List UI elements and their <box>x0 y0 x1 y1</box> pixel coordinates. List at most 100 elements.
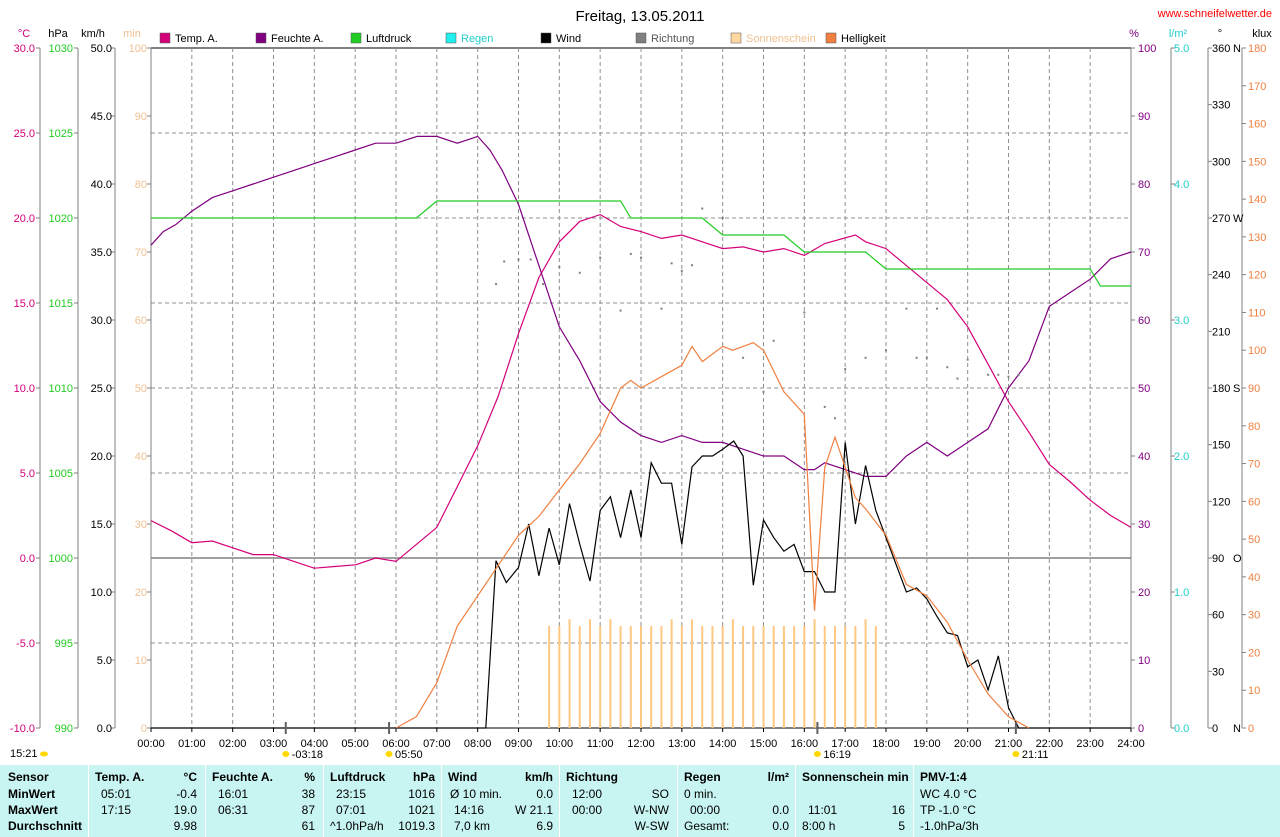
stats-humidity-max-time: 06:31 <box>218 803 249 817</box>
series-richtung-point-35 <box>1007 375 1010 378</box>
sunshine-axis-label-0: 0 <box>141 723 147 735</box>
direction-axis-label-0: 0 <box>1212 723 1218 735</box>
wind-axis-label-3: 15.0 <box>91 519 112 531</box>
legend-swatch-5 <box>635 32 647 44</box>
compass-label-1: O <box>1233 553 1242 565</box>
series-richtung-point-34 <box>997 373 1000 376</box>
series-richtung-point-26 <box>905 307 908 310</box>
pressure-axis-label-5: 1015 <box>49 298 73 310</box>
direction-axis-label-2: 60 <box>1212 610 1224 622</box>
series-wind-line <box>151 440 1131 729</box>
series-richtung-point-6 <box>578 271 581 274</box>
temp-axis-label-5: 15.0 <box>14 298 35 310</box>
temp-axis-label-0: -10.0 <box>10 723 35 735</box>
brightness-axis-label-1: 10 <box>1248 685 1260 697</box>
stats-pressure-min-time: 23:15 <box>336 787 367 801</box>
x-label-19: 19:00 <box>913 738 941 750</box>
stats-col-pressure: Luftdruck hPa 23:15 1016 07:01 1021 ^1.0hPa… <box>324 765 442 837</box>
x-label-7: 07:00 <box>423 738 451 750</box>
stats-min-label: MinWert <box>8 787 56 801</box>
wind-axis-label-7: 35.0 <box>91 247 112 259</box>
rain-axis-label-5: 5.0 <box>1174 43 1189 55</box>
humidity-axis-label-2: 20 <box>1138 587 1150 599</box>
wind-axis-label-10: 50.0 <box>91 43 112 55</box>
stats-pressure-max-time: 07:01 <box>336 803 367 817</box>
legend-label-3: Regen <box>461 33 493 45</box>
series-richtung-point-2 <box>517 258 520 261</box>
sunshine-axis-label-7: 70 <box>135 247 147 259</box>
stats-sunshine-total: 8:00 h <box>802 819 836 833</box>
marker-label-3: 16:19 <box>823 749 851 761</box>
series-richtung-point-22 <box>833 417 836 420</box>
stats-pressure-trend: ^1.0hPa/h <box>330 819 384 833</box>
x-label-6: 06:00 <box>382 738 410 750</box>
axis-unit-7: klux <box>1252 28 1272 40</box>
brightness-axis-label-2: 20 <box>1248 647 1260 659</box>
stats-temp-header: Temp. A. <box>95 770 145 784</box>
humidity-axis-label-7: 70 <box>1138 247 1150 259</box>
pressure-axis-label-8: 1030 <box>49 43 73 55</box>
stats-col-temp: Temp. A. °C 05:01 -0.4 17:15 19.0 9.98 <box>89 765 206 837</box>
humidity-axis-label-10: 100 <box>1138 43 1156 55</box>
humidity-axis-label-1: 10 <box>1138 655 1150 667</box>
series-richtung-point-18 <box>762 390 765 393</box>
site-link[interactable]: www.schneifelwetter.de <box>1157 8 1272 20</box>
stats-col-wind: Wind km/h Ø 10 min. 0.0 14:16 W 21.1 7,0 km… <box>442 765 560 837</box>
stats-temp-avg: 9.98 <box>173 819 197 833</box>
brightness-axis-label-9: 90 <box>1248 383 1260 395</box>
stats-pressure-max-val: 1021 <box>408 803 435 817</box>
x-label-10: 10:00 <box>546 738 574 750</box>
series-temp-a-line <box>150 213 1132 569</box>
rain-axis-label-2: 2.0 <box>1174 451 1189 463</box>
stats-col-pmv: PMV-1:4 WC 4.0 °C TP -1.0 °C -1.0hPa/3h <box>914 765 1014 837</box>
rain-axis-label-0: 0.0 <box>1174 723 1189 735</box>
humidity-axis-label-9: 90 <box>1138 111 1150 123</box>
sunshine-axis-label-10: 100 <box>129 43 147 55</box>
chart-axes: -10.0 -5.0 0.0 5.0 10.0 15.0 20.0 25.0 30.0 990 99… <box>10 43 1266 750</box>
stats-rain-header: Regen <box>684 770 721 784</box>
series-richtung-point-1 <box>503 260 506 263</box>
direction-axis-label-5: 150 <box>1212 440 1230 452</box>
series-richtung-point-8 <box>619 309 622 312</box>
direction-axis-label-3: 90 <box>1212 553 1224 565</box>
stats-wind-avg-period: Ø 10 min. <box>450 787 503 801</box>
brightness-axis-label-13: 130 <box>1248 232 1266 244</box>
stats-pmv-trend: -1.0hPa/3h <box>920 819 979 833</box>
wind-axis-label-8: 40.0 <box>91 179 112 191</box>
pressure-axis-label-1: 995 <box>55 638 73 650</box>
stats-direction-min-val: SO <box>651 787 669 801</box>
direction-axis-label-10: 300 <box>1212 156 1230 168</box>
brightness-axis-label-6: 60 <box>1248 496 1260 508</box>
direction-axis-label-1: 30 <box>1212 666 1224 678</box>
series-richtung-point-12 <box>670 262 673 265</box>
humidity-axis-label-4: 40 <box>1138 451 1150 463</box>
marker-label-2: 05:50 <box>395 749 423 761</box>
humidity-axis-label-6: 60 <box>1138 315 1150 327</box>
stats-temp-min-val: -0.4 <box>176 787 197 801</box>
series-feuchte-a-line <box>150 135 1132 477</box>
series-richtung-point-13 <box>680 269 683 272</box>
chart-legend: Temp. A. Feuchte A. Luftdruck Regen Wind Rich… <box>159 32 886 45</box>
legend-label-0: Temp. A. <box>175 33 218 45</box>
pressure-axis-label-3: 1005 <box>49 468 73 480</box>
series-richtung-point-36 <box>1017 373 1020 376</box>
stats-rain-total-label: Gesamt: <box>684 819 730 833</box>
legend-label-2: Luftdruck <box>366 33 412 45</box>
stats-wind-unit: km/h <box>524 770 553 784</box>
temp-axis-label-3: 5.0 <box>20 468 35 480</box>
x-label-12: 12:00 <box>627 738 655 750</box>
pressure-axis-label-7: 1025 <box>49 128 73 140</box>
wind-axis-label-0: 0.0 <box>97 723 112 735</box>
stats-direction-min-time: 12:00 <box>572 787 603 801</box>
stats-temp-unit: °C <box>183 770 197 784</box>
direction-axis-label-4: 120 <box>1212 496 1230 508</box>
series-richtung-point-25 <box>885 349 887 352</box>
x-label-1: 01:00 <box>178 738 206 750</box>
x-label-2: 02:00 <box>219 738 247 750</box>
legend-swatch-2 <box>350 32 362 44</box>
stats-col-rain: Regen l/m² 0 min. 00:00 0.0 Gesamt: 0.0 <box>678 765 796 837</box>
sunshine-axis-label-6: 60 <box>135 315 147 327</box>
axis-unit-6: ° <box>1218 28 1222 40</box>
x-label-4: 04:00 <box>301 738 329 750</box>
brightness-axis-label-3: 30 <box>1248 610 1260 622</box>
